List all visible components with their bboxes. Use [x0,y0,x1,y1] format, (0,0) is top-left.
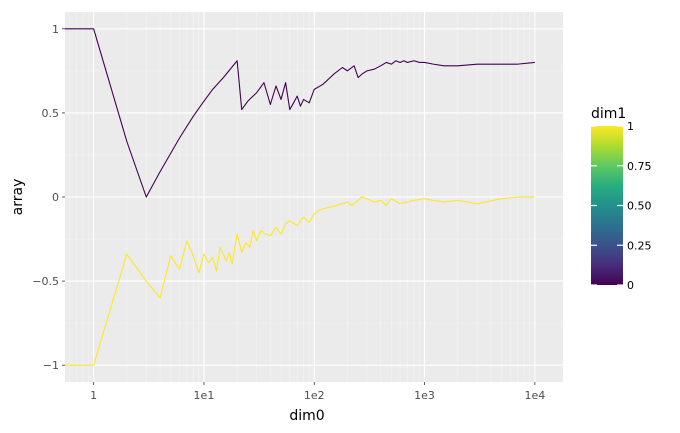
x-tick-label: 1e3 [414,389,435,402]
x-axis-title: dim0 [289,408,324,424]
y-axis: 1 0.5 0 −0.5 −1 [32,23,65,372]
series-layer [65,28,535,366]
y-tick-label: 0.5 [42,107,60,120]
x-axis: 1 1e1 1e2 1e3 1e4 [90,382,545,402]
legend-title: dim1 [591,106,626,122]
colorbar-tick-label: 0 [627,279,634,292]
x-tick-label: 1e4 [524,389,545,402]
y-tick-label: −1 [43,359,59,372]
y-tick-label: 0 [52,191,59,204]
y-axis-title: array [10,179,26,216]
x-tick-label: 1e2 [304,389,325,402]
colorbar-tick-label: 0.25 [627,239,652,252]
series-line-dim1-1 [65,196,535,366]
x-tick-label: 1 [90,389,97,402]
major-gridlines [65,12,563,382]
colorbar-tick-label: 1 [627,120,634,133]
y-tick-label: 1 [52,23,59,36]
colorbar-tick-label: 0.50 [627,200,652,213]
series-line-dim1-0 [65,28,535,198]
colorbar-tick-label: 0.75 [627,160,652,173]
legend: dim1 1 0.75 0.50 0.25 0 [591,106,652,292]
x-tick-label: 1e1 [194,389,215,402]
y-tick-label: −0.5 [32,275,59,288]
legend-ticks: 1 0.75 0.50 0.25 0 [591,120,652,292]
